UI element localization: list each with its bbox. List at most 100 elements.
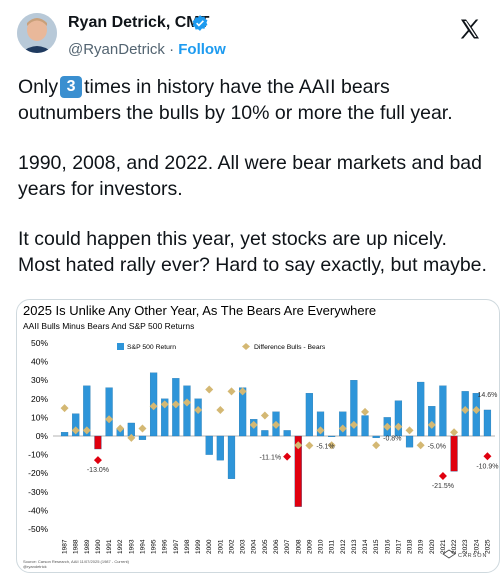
x-tick-label: 2005 (262, 539, 269, 554)
x-tick-label: 2014 (362, 539, 369, 554)
avatar[interactable] (17, 13, 57, 53)
x-tick-label: 2003 (240, 539, 247, 554)
x-tick-label: 2009 (306, 539, 313, 554)
diamond-1995 (149, 402, 158, 411)
tweet-text: Only 3 times in history have the AAII bear… (18, 74, 488, 302)
carson-logo: CARSON (442, 549, 487, 559)
chart-source-handle: @ryandetrick (23, 564, 47, 569)
chart-legend: S&P 500 Return Difference Bulls - Bears (117, 343, 326, 351)
diamond-series (60, 385, 492, 480)
x-axis-labels: 1987 1988 1989 1990 1991 1992 1993 1994 1995 1996… (62, 539, 492, 554)
chart-subtitle: AAII Bulls Minus Bears And S&P 500 Retur… (23, 321, 194, 331)
author-handle[interactable]: @RyanDetrick (68, 41, 165, 58)
y-tick-label: -20% (28, 468, 48, 478)
x-logo-icon[interactable] (458, 17, 482, 41)
chart-grid: 50% 40% 30% 20% 10% 0% -10% -20% -30% -40% -50% (28, 338, 495, 534)
x-tick-label: 2020 (429, 539, 436, 554)
diamond-2013 (349, 420, 358, 429)
diamond-2004 (249, 420, 258, 429)
diamond-2012 (338, 424, 347, 433)
diamond-2017 (394, 422, 403, 431)
x-tick-label: 2021 (440, 539, 447, 554)
tweet-paragraph-2: 1990, 2008, and 2022. All were bear mark… (18, 152, 482, 200)
bar-1998 (183, 385, 191, 437)
bar-2018 (405, 435, 414, 448)
separator-dot: · (169, 41, 175, 58)
tweet-paragraph-3: It could happen this year, yet stocks ar… (18, 228, 487, 276)
x-tick-label: 2011 (329, 540, 336, 554)
bar-2007 (283, 430, 291, 437)
y-tick-label: 10% (31, 412, 48, 422)
bar-2002 (227, 435, 236, 479)
annotations: -13.0% -11.1% -5.1% -0.8% -5.0% -21.5% -10.9% 1… (87, 392, 499, 490)
x-tick-label: 1995 (151, 539, 158, 554)
diamond-1993 (127, 433, 136, 442)
chart-image[interactable]: 2025 Is Unlike Any Other Year, As The Be… (16, 299, 500, 573)
bar-2005 (261, 430, 269, 437)
text-segment: times in history have the AAII bears out… (18, 76, 453, 124)
bar-2010 (316, 411, 325, 437)
diamond-2006 (272, 420, 280, 429)
diamond-2018 (405, 426, 414, 435)
x-tick-label: 2015 (373, 539, 380, 554)
data-label: -5.1% (316, 443, 334, 450)
author-name[interactable]: Ryan Detrick, CMT (68, 14, 210, 31)
x-tick-label: 1999 (195, 539, 202, 554)
x-tick-label: 2024 (473, 539, 480, 554)
diamond-1990 (93, 456, 102, 465)
diamond-2025 (483, 452, 492, 461)
bar-1987 (60, 432, 69, 437)
diamond-1998 (182, 398, 191, 407)
x-tick-label: 2010 (318, 539, 325, 554)
follow-button[interactable]: Follow (178, 41, 226, 58)
text-segment: Only (18, 76, 59, 98)
diamond-2005 (260, 411, 269, 420)
y-tick-label: -30% (28, 487, 48, 497)
y-tick-label: 40% (31, 357, 48, 367)
diamond-2007 (283, 452, 292, 461)
bar-2008 (294, 435, 302, 507)
bar-2025 (483, 409, 492, 437)
diamond-2015 (372, 441, 381, 450)
bar-2019 (417, 381, 425, 437)
y-tick-label: 0% (36, 431, 49, 441)
legend-item-bars: S&P 500 Return (127, 344, 176, 351)
x-tick-label: 2004 (251, 539, 258, 554)
bar-2009 (305, 393, 313, 437)
diamond-2011 (327, 441, 336, 450)
diamond-2019 (416, 441, 425, 450)
diamond-2000 (205, 385, 214, 394)
diamond-1992 (116, 424, 125, 433)
x-tick-label: 2000 (206, 539, 213, 554)
x-tick-label: 2025 (484, 539, 491, 554)
diamond-2002 (227, 387, 236, 396)
legend-bar-swatch (117, 343, 124, 350)
bar-1991 (105, 387, 113, 437)
x-tick-label: 1997 (173, 539, 180, 554)
x-tick-label: 1991 (106, 539, 113, 554)
bar-series (60, 372, 492, 507)
x-tick-label: 2019 (418, 539, 425, 554)
avatar-photo (17, 13, 57, 53)
diamond-2008 (294, 441, 303, 450)
data-label: -5.0% (428, 443, 446, 450)
diamond-2022 (450, 428, 459, 437)
x-tick-label: 1996 (162, 539, 169, 554)
x-tick-label: 2016 (384, 539, 391, 554)
diamond-2010 (316, 426, 325, 435)
diamond-2020 (427, 420, 436, 429)
bar-2022 (450, 435, 458, 472)
diamond-1996 (160, 400, 169, 409)
bar-2021 (439, 385, 447, 437)
x-tick-label: 2008 (295, 539, 302, 554)
diamond-1987 (60, 404, 69, 413)
bar-2000 (205, 435, 213, 455)
bar-1990 (94, 435, 102, 450)
x-tick-label: 1988 (73, 539, 80, 554)
diamond-2016 (383, 422, 392, 431)
bar-1994 (138, 435, 147, 440)
tweet-paragraph-1: Only 3 times in history have the AAII bear… (18, 74, 488, 126)
diamond-1991 (105, 415, 114, 424)
bar-2017 (394, 400, 403, 437)
